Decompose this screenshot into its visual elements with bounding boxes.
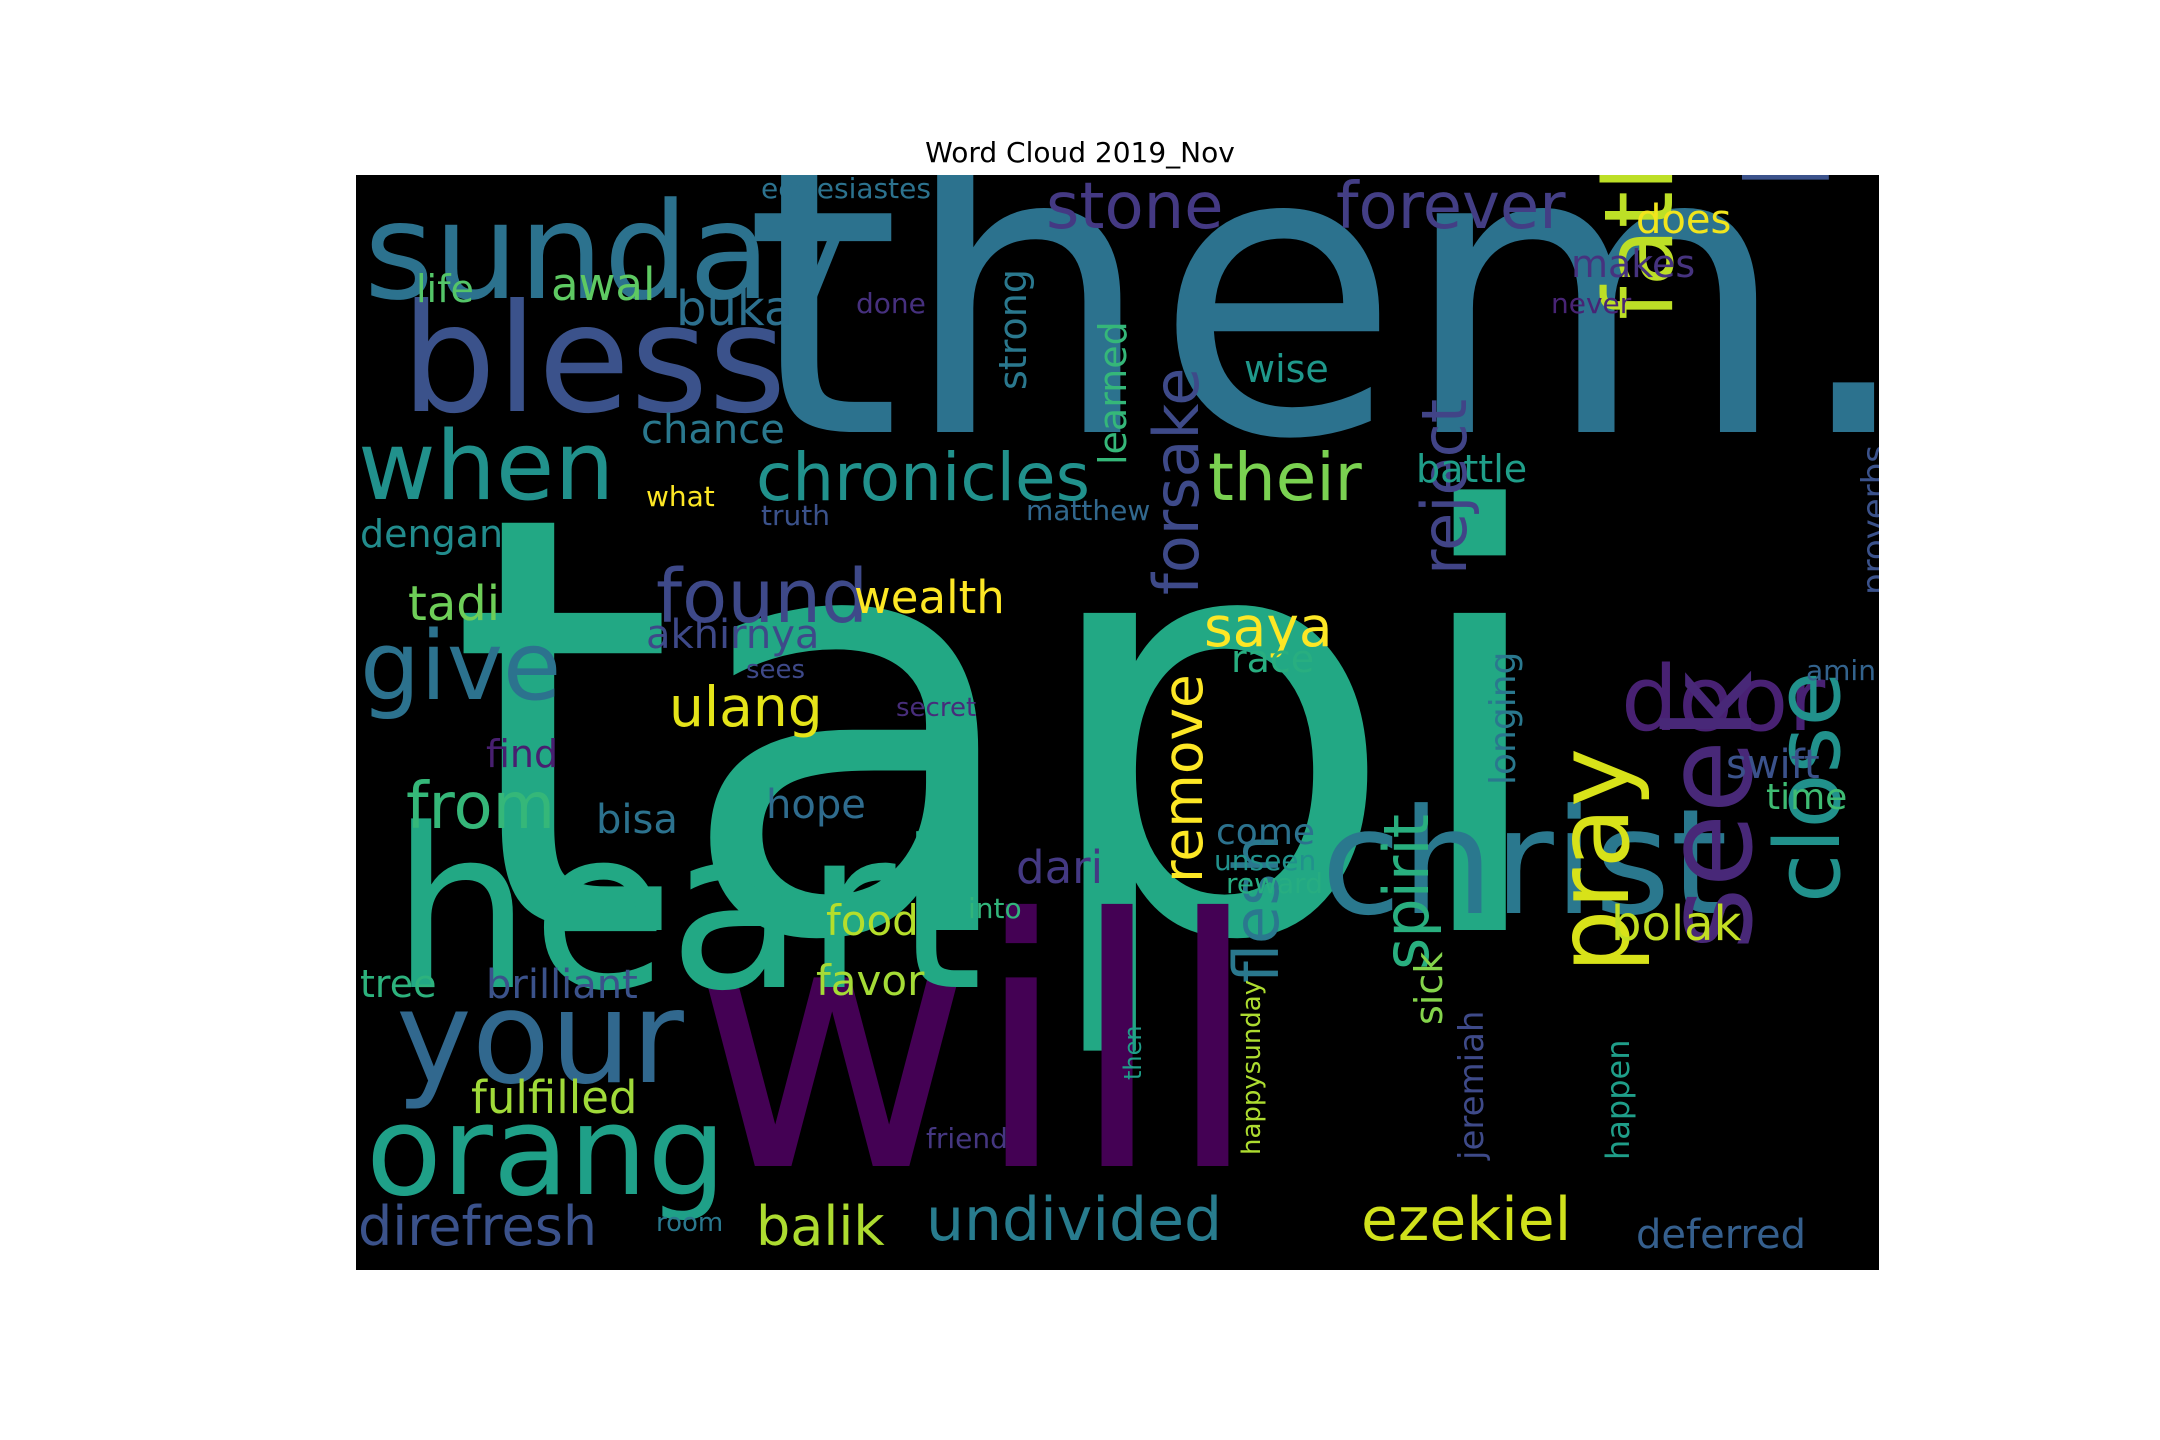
word-swift: swift: [1726, 742, 1820, 788]
word-christ: christ: [1321, 778, 1728, 948]
word-longing: longing: [1483, 651, 1524, 785]
word-wealth: wealth: [854, 571, 1005, 624]
word-tapi: tapi: [448, 392, 1561, 1067]
word-time: time: [1766, 777, 1848, 818]
word-will: will: [691, 847, 1261, 1248]
word-unseen: unseen: [1214, 844, 1317, 877]
word-bahagia: bahagia: [1723, 175, 1856, 190]
word-your: your: [396, 964, 684, 1113]
word-awal: awal: [551, 258, 656, 311]
word-amin: amin: [1806, 654, 1876, 687]
word-proverbs: proverbs: [1855, 445, 1879, 595]
word-favor: favor: [816, 956, 925, 1005]
word-ulang: ulang: [669, 675, 823, 739]
word-stone: stone: [1046, 175, 1224, 244]
word-matthew: matthew: [1026, 494, 1151, 527]
word-never: never: [1551, 287, 1632, 320]
word-fulfilled: fulfilled: [471, 1071, 638, 1124]
word-makes: makes: [1571, 242, 1696, 286]
word-chronicles: chronicles: [756, 439, 1090, 516]
word-done: done: [856, 287, 926, 320]
figure-title: Word Cloud 2019_Nov: [925, 136, 1235, 169]
word-ezekiel: ezekiel: [1361, 1185, 1572, 1255]
word-direfresh: direfresh: [358, 1195, 598, 1258]
word-found: found: [656, 554, 869, 640]
word-food: food: [826, 896, 919, 945]
word-strong: strong: [991, 269, 1035, 390]
word-bolak: bolak: [1611, 896, 1742, 952]
word-happen: happen: [1599, 1039, 1637, 1160]
word-undivided: undivided: [926, 1185, 1223, 1255]
word-jeremiah: jeremiah: [1452, 1010, 1492, 1160]
word-deferred: deferred: [1636, 1212, 1806, 1258]
word-spirit: spirit: [1370, 814, 1443, 970]
word-from: from: [406, 770, 555, 844]
word-door: door: [1621, 647, 1826, 752]
word-happysunday: happysunday: [1237, 979, 1267, 1155]
word-akhirnya: akhirnya: [646, 612, 820, 658]
word-into: into: [968, 892, 1022, 925]
word-what: what: [646, 480, 715, 513]
word-when: when: [358, 412, 615, 522]
word-then: then: [1119, 1025, 1147, 1080]
word-bisa: bisa: [596, 797, 678, 843]
word-remove: remove: [1151, 674, 1215, 883]
word-tadi: tadi: [408, 576, 501, 632]
word-give: give: [360, 612, 562, 722]
word-their: their: [1208, 439, 1362, 516]
word-them: them.: [744, 175, 1879, 527]
word-room: room: [656, 1208, 724, 1238]
word-tree: tree: [360, 962, 437, 1006]
word-saya: saya: [1204, 595, 1333, 659]
word-find: find: [486, 732, 559, 776]
word-brilliant: brilliant: [486, 962, 638, 1008]
word-hope: hope: [766, 782, 866, 828]
word-does: does: [1636, 197, 1732, 243]
word-chance: chance: [641, 407, 785, 453]
word-come: come: [1216, 812, 1316, 853]
word-battle: battle: [1416, 447, 1528, 491]
word-sunday: sunday: [364, 175, 851, 330]
word-buka: buka: [676, 281, 794, 337]
word-race: race: [1231, 637, 1315, 681]
word-friend: friend: [926, 1122, 1008, 1155]
word-heart: heart: [391, 782, 983, 1040]
word-dengan: dengan: [360, 512, 504, 556]
word-dari: dari: [1016, 841, 1104, 894]
word-wise: wise: [1244, 347, 1329, 391]
word-ecclesiastes: ecclesiastes: [761, 175, 931, 205]
word-reward: reward: [1226, 867, 1323, 900]
word-forever: forever: [1336, 175, 1566, 244]
word-forsake: forsake: [1140, 367, 1213, 595]
word-secret: secret: [896, 693, 977, 723]
word-learned: learned: [1091, 321, 1135, 465]
word-sees: sees: [746, 655, 806, 685]
word-sick: sick: [1407, 951, 1451, 1025]
word-cloud: tapi them. will heart christ bless sunday your o…: [356, 175, 1879, 1270]
word-orang: orang: [366, 1080, 727, 1224]
word-bless: bless: [401, 273, 787, 447]
word-truth: truth: [761, 499, 830, 532]
word-balik: balik: [756, 1195, 885, 1258]
word-life: life: [416, 267, 474, 311]
